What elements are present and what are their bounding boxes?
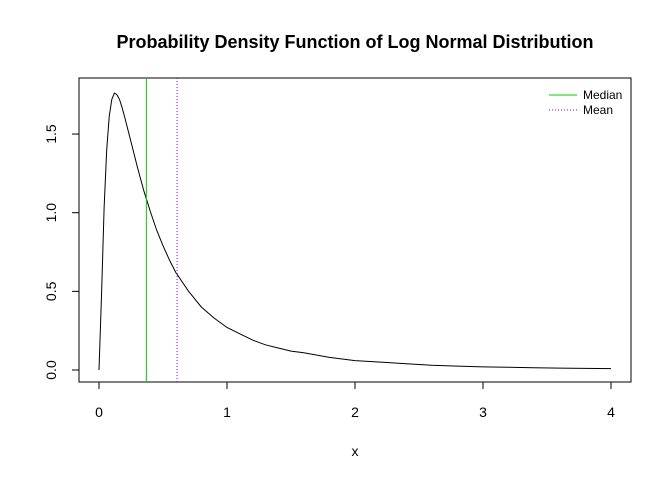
x-tick-label: 3 [479, 404, 487, 420]
y-tick-label: 1.5 [43, 124, 59, 144]
legend-label-mean: Mean [583, 103, 613, 117]
y-tick-label: 1.0 [43, 203, 59, 223]
x-tick-label: 0 [95, 404, 103, 420]
chart-title: Probability Density Function of Log Norm… [117, 32, 594, 52]
x-axis-label: x [352, 443, 359, 459]
legend-label-median: Median [583, 88, 622, 102]
x-tick-label: 4 [607, 404, 615, 420]
y-tick-label: 0.0 [43, 360, 59, 380]
x-axis: 0 1 2 3 4 [95, 381, 615, 420]
density-curve [98, 92, 612, 371]
y-tick-label: 0.5 [43, 281, 59, 301]
x-tick-label: 1 [223, 404, 231, 420]
y-axis: 0.0 0.5 1.0 1.5 [43, 124, 80, 380]
plot-area [98, 78, 612, 382]
plot-frame [78, 77, 632, 383]
x-tick-label: 2 [351, 404, 359, 420]
